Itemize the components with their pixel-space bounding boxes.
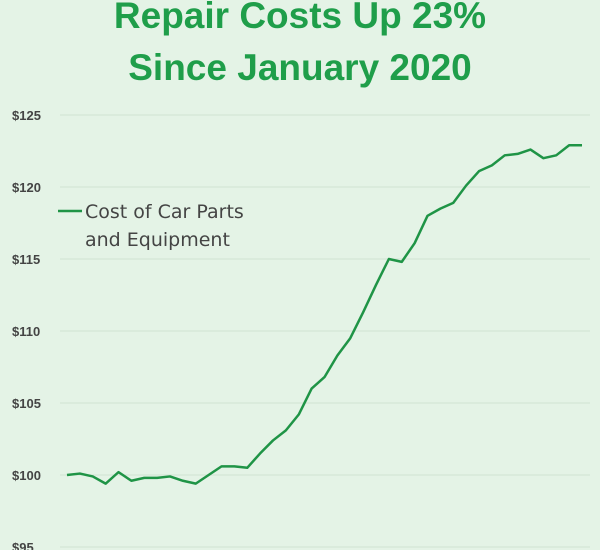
y-tick-label: $95 (12, 540, 34, 550)
y-tick-label: $115 (12, 252, 40, 267)
y-tick-label: $100 (12, 468, 41, 483)
y-tick-label: $105 (12, 396, 41, 411)
legend: Cost of Car Parts and Equipment (58, 201, 244, 251)
legend-label-line2: and Equipment (85, 229, 230, 251)
y-tick-label: $120 (12, 180, 41, 195)
chart-subtitle: Since January 2020 (128, 47, 472, 88)
y-tick-label: $110 (12, 324, 40, 339)
legend-label-line1: Cost of Car Parts (85, 201, 244, 223)
chart-title: Repair Costs Up 23% (113, 0, 487, 36)
y-tick-label: $125 (12, 108, 41, 123)
series-line (66, 143, 582, 485)
